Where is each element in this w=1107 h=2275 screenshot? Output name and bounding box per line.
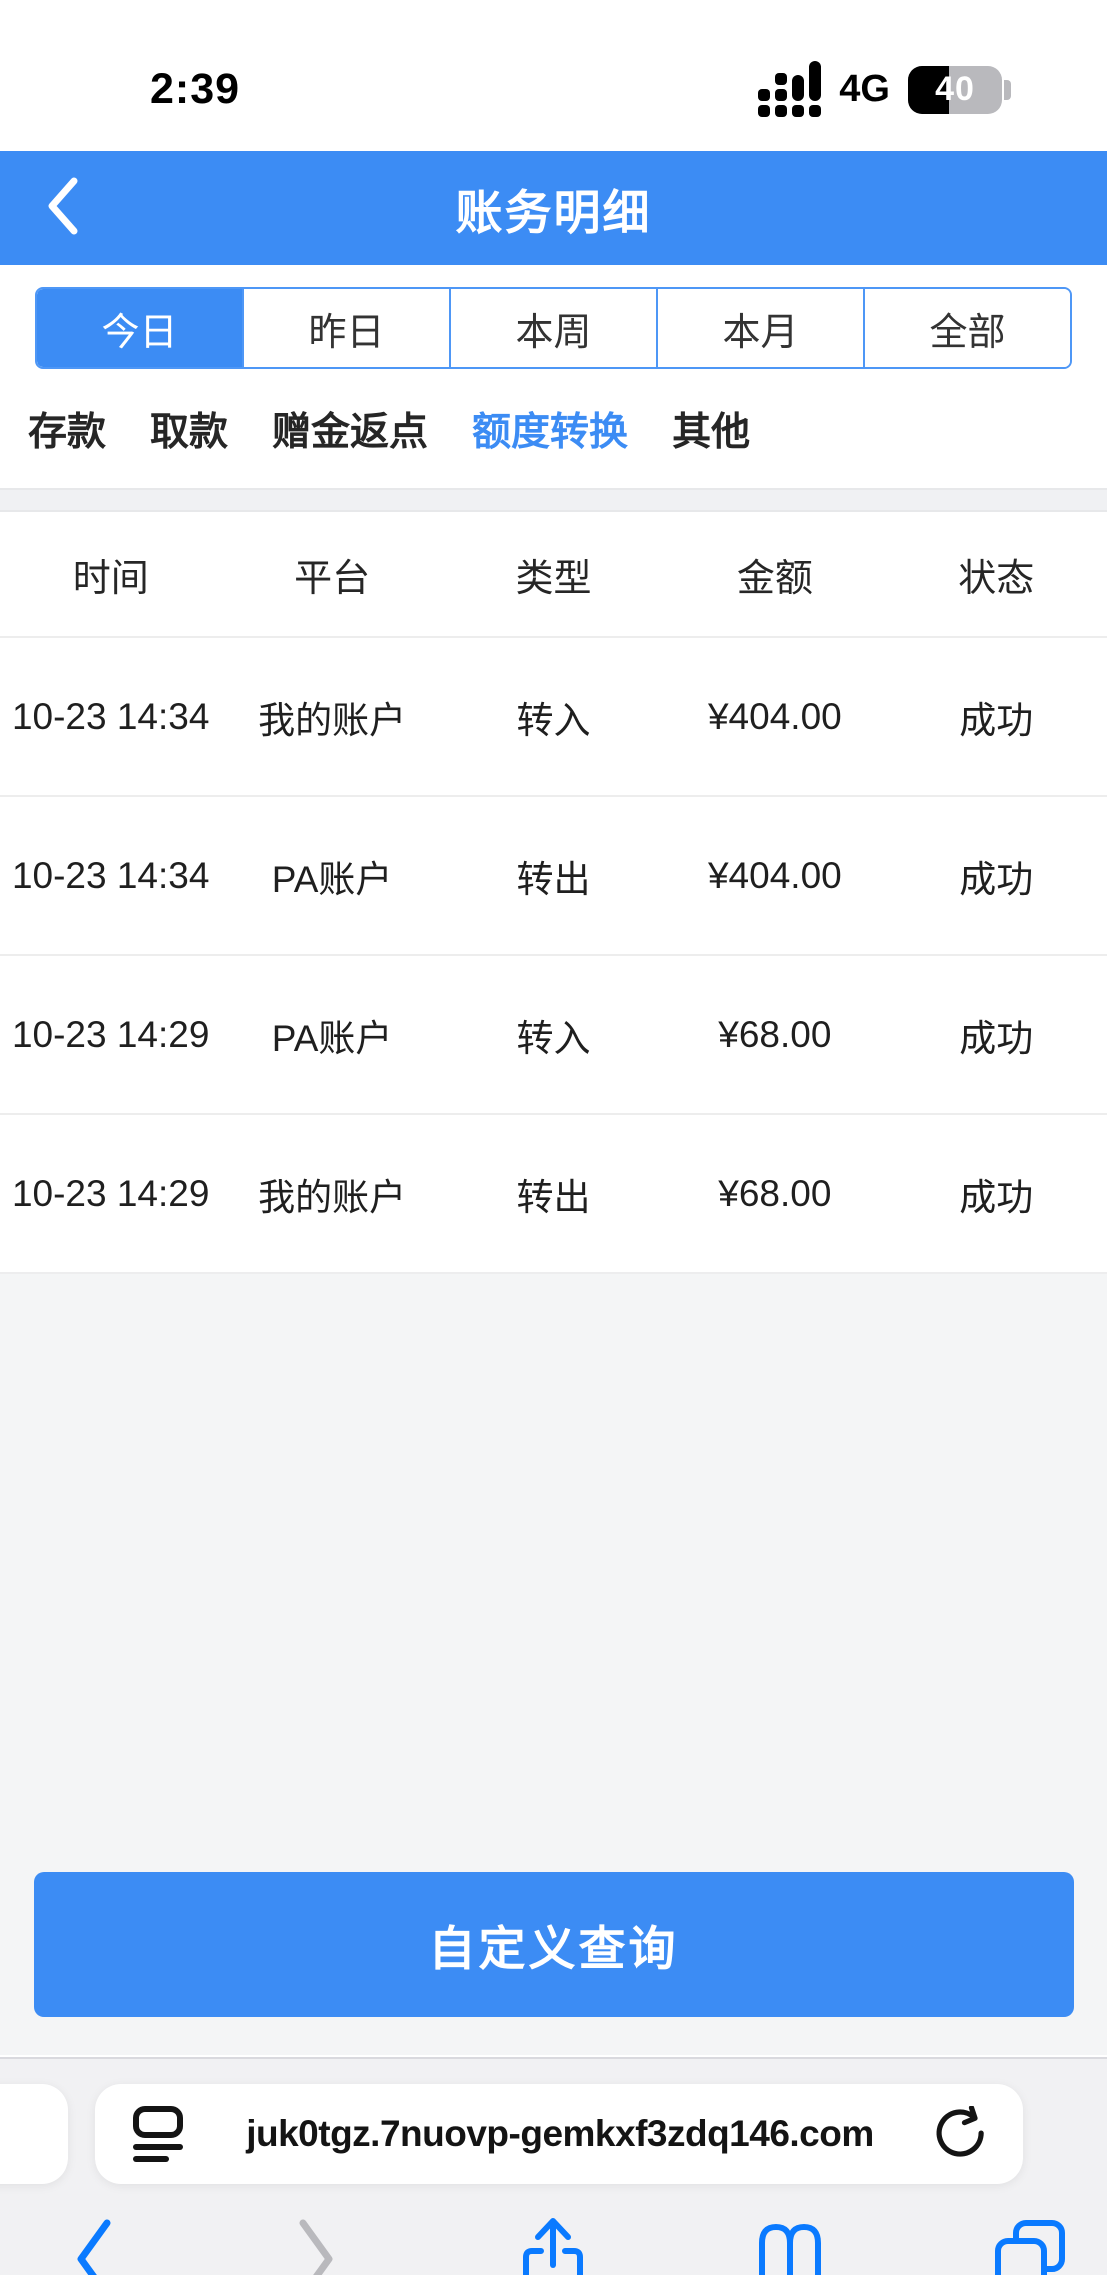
cell-status: 成功 <box>959 1176 1034 1218</box>
cell-status: 成功 <box>959 1017 1034 1059</box>
app-header: 账务明细 <box>0 151 1107 265</box>
cell-platform: 我的账户 <box>258 1176 407 1218</box>
cell-platform: 我的账户 <box>258 699 407 741</box>
tab-this-week[interactable]: 本周 <box>451 289 658 367</box>
section-divider <box>0 488 1107 512</box>
table-row: 10-23 14:34 PA账户 转出 ¥404.00 成功 <box>0 795 1107 954</box>
status-bar: 2:39 4G 40 <box>0 0 1107 151</box>
tab-yesterday[interactable]: 昨日 <box>244 289 451 367</box>
cell-time: 10-23 14:29 <box>11 1013 210 1055</box>
cell-status: 成功 <box>959 699 1034 741</box>
network-type-label: 4G <box>839 68 890 110</box>
cell-amount: ¥68.00 <box>718 1013 832 1055</box>
date-tabs-container: 今日 昨日 本周 本月 全部 <box>0 265 1107 369</box>
filter-deposit[interactable]: 存款 <box>28 410 107 454</box>
col-header-status: 状态 <box>958 557 1035 600</box>
cell-status: 成功 <box>959 858 1034 900</box>
cell-type: 转出 <box>516 858 591 900</box>
reader-icon[interactable] <box>129 2103 187 2165</box>
col-header-amount: 金额 <box>736 557 813 600</box>
browser-chrome: juk0tgz.7nuovp-gemkxf3zdq146.com <box>0 2057 1107 2275</box>
table-row: 10-23 14:29 我的账户 转出 ¥68.00 成功 <box>0 1113 1107 1272</box>
back-button[interactable] <box>28 151 100 265</box>
filter-bonus-rebate[interactable]: 赠金返点 <box>272 410 429 454</box>
col-header-platform: 平台 <box>294 557 371 600</box>
url-text: juk0tgz.7nuovp-gemkxf3zdq146.com <box>246 2113 874 2154</box>
content-background: 自定义查询 <box>0 1272 1107 2055</box>
cell-time: 10-23 14:29 <box>11 1172 210 1214</box>
chevron-left-icon <box>42 174 86 243</box>
table-header: 时间 平台 类型 金额 状态 <box>0 512 1107 636</box>
reload-icon[interactable] <box>933 2106 989 2162</box>
cell-time: 10-23 14:34 <box>11 854 210 896</box>
table-row: 10-23 14:34 我的账户 转入 ¥404.00 成功 <box>0 636 1107 795</box>
share-icon[interactable] <box>516 2217 590 2275</box>
browser-back-button[interactable] <box>73 2217 117 2275</box>
cell-amount: ¥404.00 <box>707 695 842 737</box>
cell-type: 转入 <box>516 699 591 741</box>
cell-amount: ¥68.00 <box>718 1172 832 1214</box>
page-title: 账务明细 <box>455 185 652 239</box>
cell-platform: PA账户 <box>271 1017 393 1059</box>
cell-type: 转入 <box>516 1017 591 1059</box>
table-row: 10-23 14:29 PA账户 转入 ¥68.00 成功 <box>0 954 1107 1113</box>
battery-level: 40 <box>935 70 975 108</box>
filter-withdrawal[interactable]: 取款 <box>150 410 229 454</box>
cell-platform: PA账户 <box>271 858 393 900</box>
cell-type: 转出 <box>516 1176 591 1218</box>
status-time: 2:39 <box>150 65 241 113</box>
tab-this-month[interactable]: 本月 <box>658 289 865 367</box>
address-bar[interactable]: juk0tgz.7nuovp-gemkxf3zdq146.com <box>95 2084 1023 2184</box>
adjacent-tab-edge[interactable] <box>0 2084 68 2184</box>
col-header-type: 类型 <box>515 557 592 600</box>
browser-forward-button[interactable] <box>293 2217 337 2275</box>
cellular-signal-icon <box>758 60 822 117</box>
type-filter-bar: 存款 取款 赠金返点 额度转换 其他 <box>0 369 1107 488</box>
tabs-icon[interactable] <box>990 2217 1070 2275</box>
custom-query-button[interactable]: 自定义查询 <box>33 1872 1074 2017</box>
tab-today[interactable]: 今日 <box>37 289 244 367</box>
col-header-time: 时间 <box>72 557 149 600</box>
filter-quota-transfer[interactable]: 额度转换 <box>472 410 629 454</box>
cell-amount: ¥404.00 <box>707 854 842 896</box>
cell-time: 10-23 14:34 <box>11 695 210 737</box>
bookmarks-icon[interactable] <box>752 2217 828 2275</box>
battery-icon: 40 <box>908 65 1002 114</box>
tab-all[interactable]: 全部 <box>865 289 1070 367</box>
filter-other[interactable]: 其他 <box>672 410 751 454</box>
battery-cap <box>1004 79 1011 100</box>
